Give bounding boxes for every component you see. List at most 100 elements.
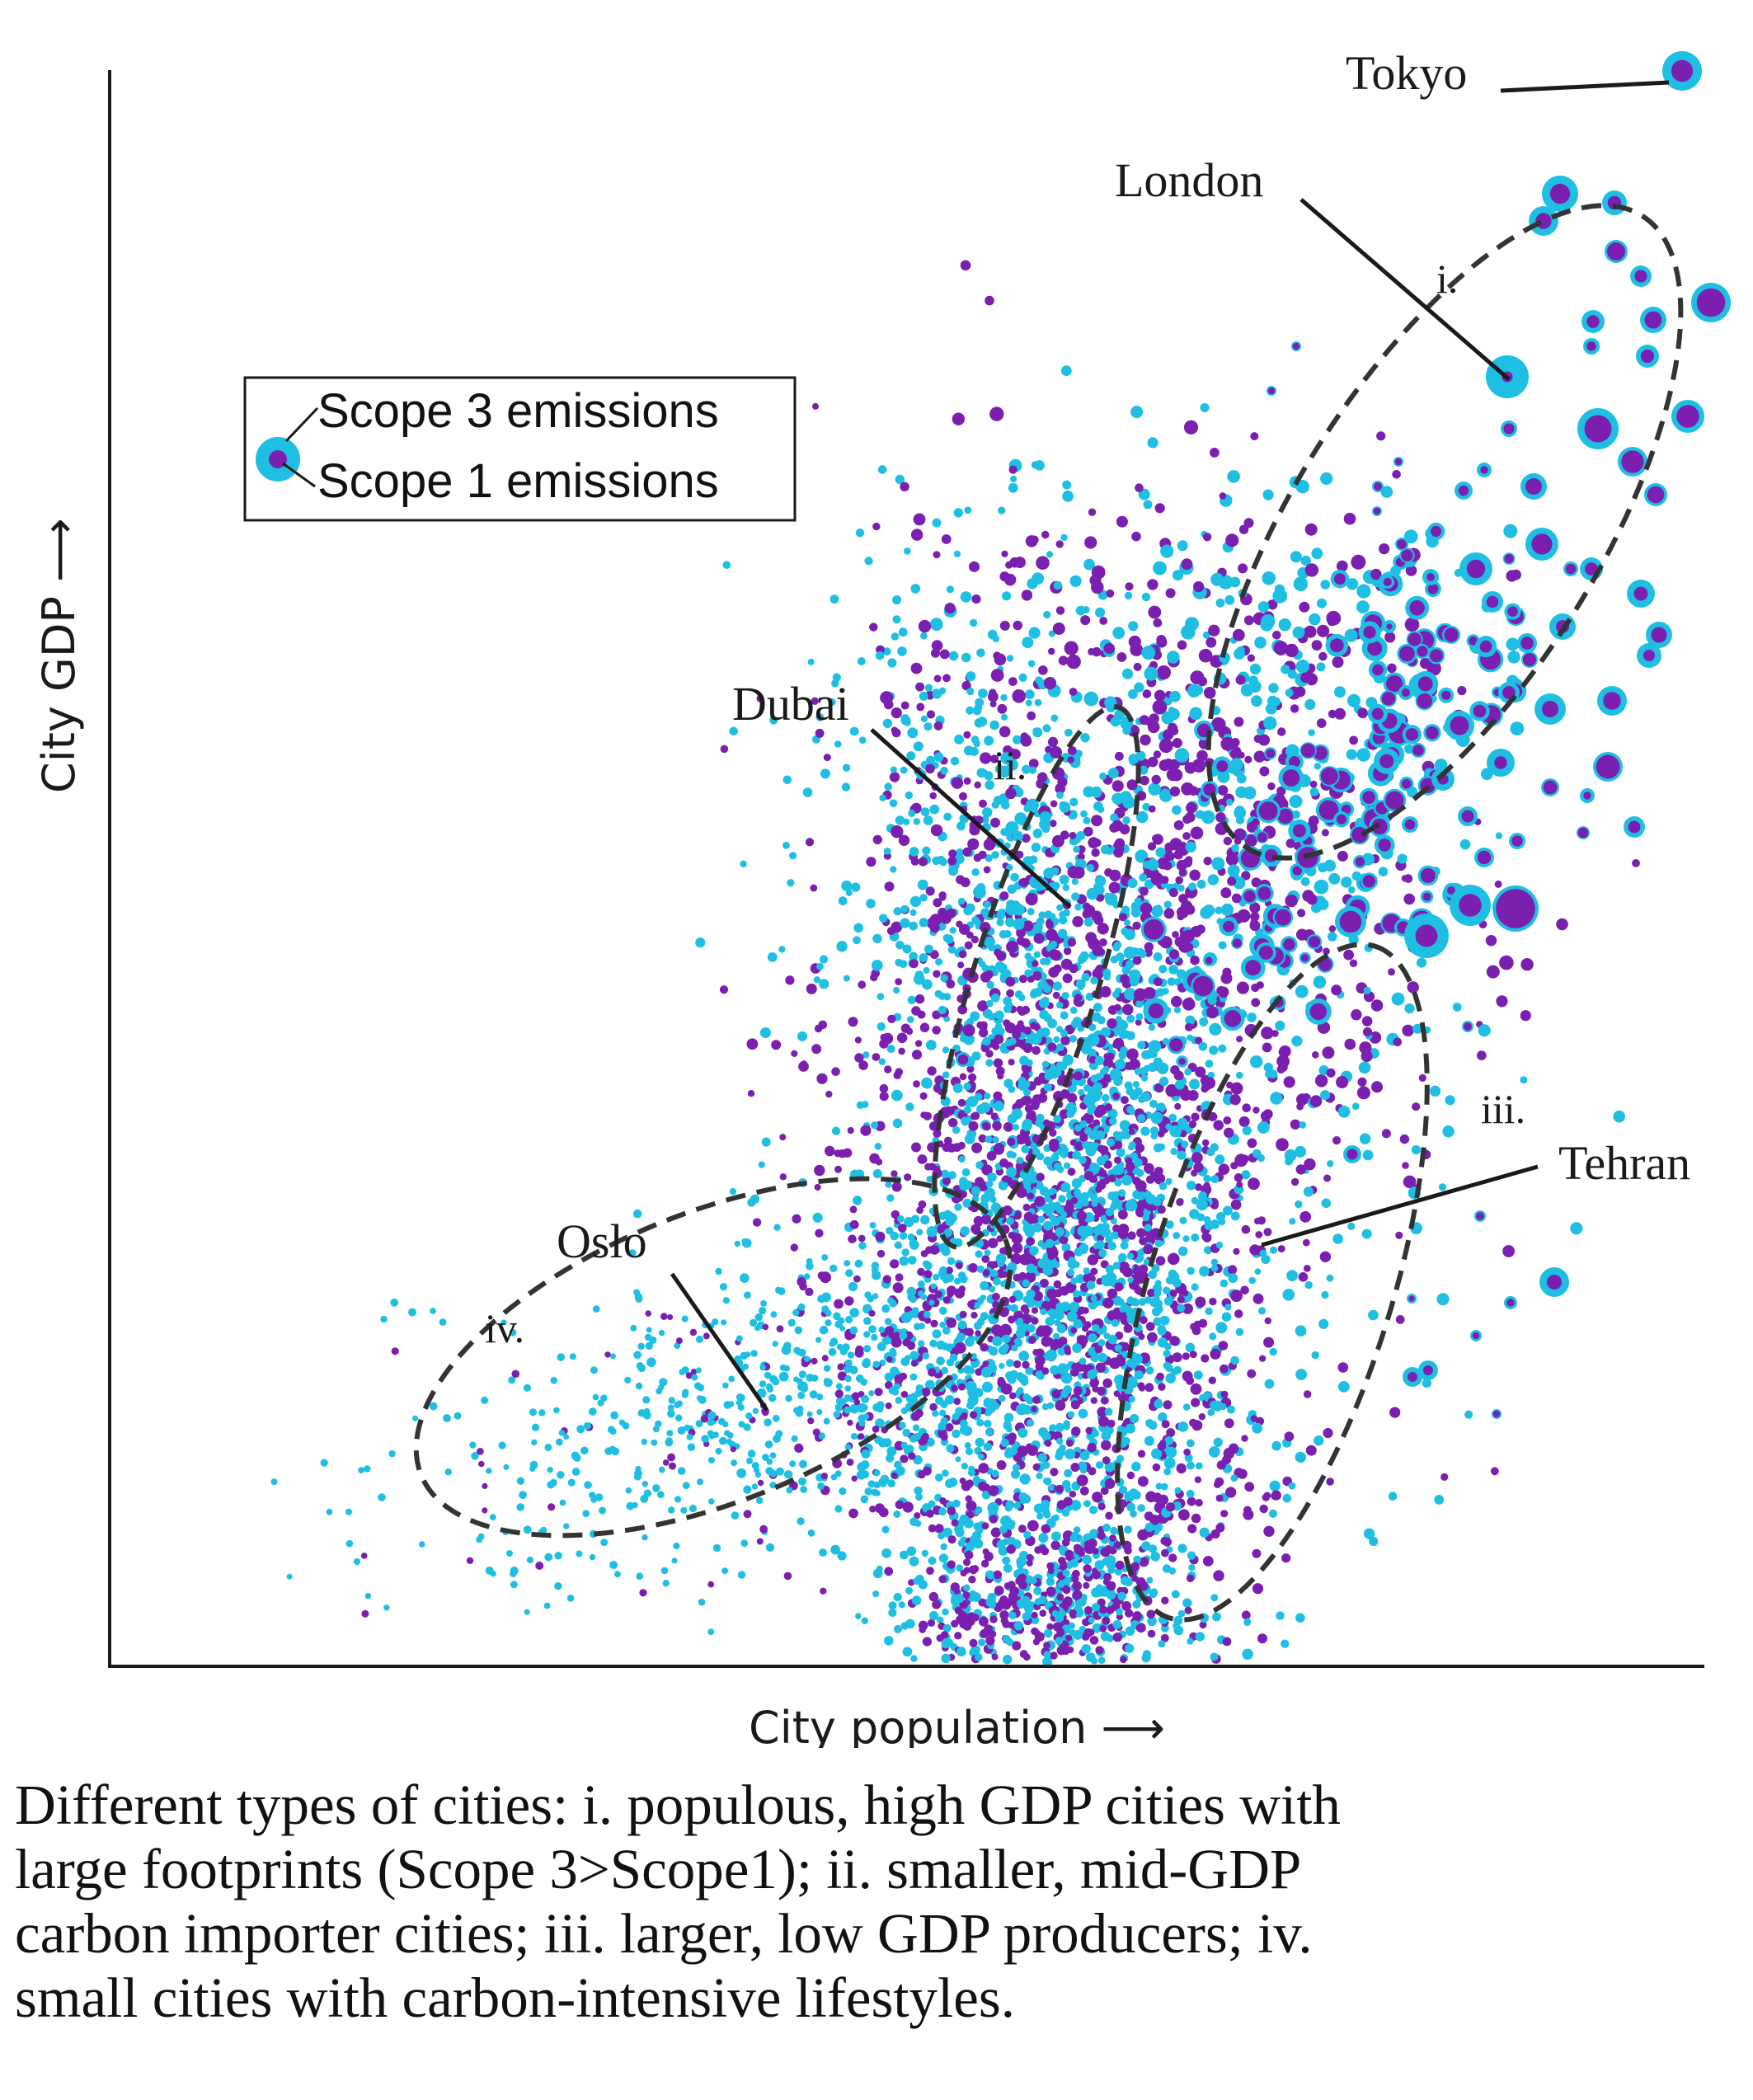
city-point <box>991 1292 1000 1301</box>
city-point <box>1135 1272 1147 1285</box>
city-point <box>1220 1364 1229 1374</box>
city-point <box>1177 884 1185 892</box>
city-point <box>872 1590 880 1598</box>
city-point <box>874 1388 883 1397</box>
city-point <box>1259 1355 1267 1362</box>
city-point <box>1199 1266 1210 1277</box>
city-point <box>1107 768 1119 779</box>
city-point <box>769 1452 777 1459</box>
city-point <box>869 622 878 632</box>
city-point <box>930 1283 937 1290</box>
city-point <box>960 1569 967 1577</box>
city-point <box>754 1325 760 1332</box>
city-point <box>1120 1241 1129 1250</box>
city-point <box>1169 1336 1180 1346</box>
city-point <box>921 1387 931 1397</box>
city-point <box>737 1393 745 1402</box>
city-point <box>697 1384 704 1392</box>
city-point <box>1184 1068 1192 1076</box>
city-point <box>923 1270 933 1279</box>
city-point <box>1051 1389 1061 1399</box>
city-point <box>1220 903 1234 916</box>
city-point <box>1013 1501 1022 1510</box>
city-point <box>1151 1448 1163 1459</box>
city-point <box>1002 1334 1011 1344</box>
city-point <box>1138 1298 1147 1306</box>
city-point <box>1007 1536 1017 1546</box>
city-point <box>1121 1130 1130 1139</box>
city-point <box>582 1510 590 1517</box>
city-point <box>1067 937 1077 947</box>
city-point <box>1210 1201 1219 1210</box>
city-point <box>806 983 817 994</box>
city-point <box>1080 810 1088 818</box>
city-point <box>884 1337 892 1345</box>
city-point <box>1046 1576 1055 1586</box>
city-point <box>1064 1345 1071 1353</box>
city-point <box>962 1024 975 1036</box>
city-point <box>964 745 974 756</box>
city-point <box>1118 913 1127 922</box>
city-point <box>909 909 917 916</box>
city-point <box>764 1440 773 1449</box>
city-point <box>1052 622 1065 635</box>
city-point <box>1055 540 1064 548</box>
city-point <box>941 1639 950 1649</box>
city-point <box>905 1586 913 1595</box>
city-point <box>1217 986 1229 998</box>
city-point <box>831 1067 840 1076</box>
city-point <box>1100 1631 1111 1642</box>
city-point <box>1033 1076 1043 1086</box>
city-point <box>957 961 965 969</box>
city-point <box>1094 1345 1103 1354</box>
city-point <box>1370 999 1384 1012</box>
city-point <box>987 1012 995 1021</box>
city-point <box>1056 791 1064 799</box>
city-point <box>1120 974 1130 984</box>
city-point <box>1097 1407 1107 1417</box>
city-point <box>1002 591 1012 601</box>
city-point <box>959 1310 967 1318</box>
city-point <box>985 1427 994 1436</box>
city-point <box>1019 1473 1031 1485</box>
city-point <box>1097 1339 1106 1347</box>
city-point <box>963 1584 970 1592</box>
city-point <box>1039 1278 1049 1288</box>
city-point <box>632 1209 642 1219</box>
city-point <box>728 1375 736 1383</box>
city-point <box>1030 1022 1038 1030</box>
city-point <box>660 1567 669 1575</box>
city-point <box>893 1332 900 1339</box>
city-point <box>879 794 886 801</box>
city-point <box>849 1365 858 1374</box>
city-point <box>1062 1647 1070 1656</box>
city-point <box>1095 1130 1106 1140</box>
city-point <box>807 658 815 665</box>
city-point <box>1154 1239 1163 1247</box>
city-point <box>797 1303 806 1311</box>
city-point <box>668 1506 675 1514</box>
city-point <box>994 948 1002 956</box>
city-point <box>980 1102 991 1113</box>
city-point <box>1337 1381 1350 1393</box>
city-point <box>962 1198 972 1208</box>
city-point <box>911 1214 920 1224</box>
city-point <box>955 1594 965 1604</box>
city-point <box>1224 1127 1234 1139</box>
city-point <box>745 1457 754 1464</box>
city-point <box>853 1196 862 1205</box>
city-point <box>1170 1148 1177 1155</box>
city-point <box>1060 365 1072 376</box>
city-point <box>1165 588 1176 599</box>
city-point <box>1191 1233 1200 1242</box>
city-point <box>868 1390 875 1397</box>
city-point <box>1043 984 1052 994</box>
city-point <box>1069 688 1078 696</box>
city-point <box>976 1265 985 1273</box>
city-point <box>1047 1252 1055 1261</box>
city-point <box>929 804 940 815</box>
city-point <box>879 1039 889 1049</box>
city-point <box>1146 1576 1154 1584</box>
city-point <box>1032 829 1043 839</box>
city-point <box>1095 1646 1104 1655</box>
